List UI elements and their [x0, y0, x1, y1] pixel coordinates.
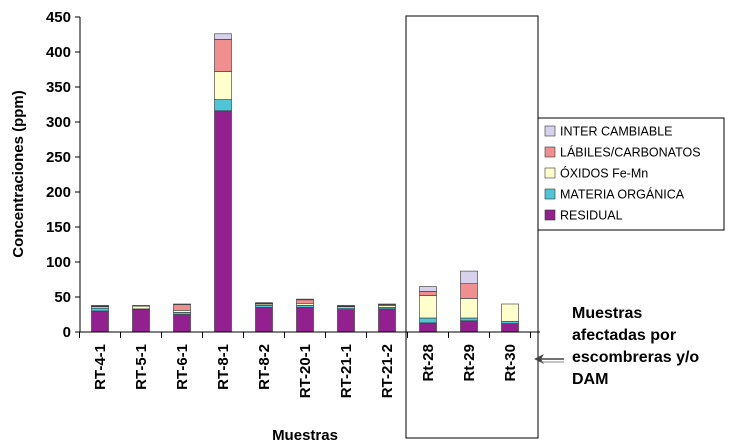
bar-segment-RT-6-1-1 — [174, 312, 191, 314]
y-tick-label: 150 — [46, 219, 71, 236]
bar-segment-RT-8-1-1 — [215, 100, 232, 111]
bar-segment-RT-8-2-1 — [256, 305, 273, 307]
bar-segment-RT-8-2-4 — [256, 303, 273, 304]
bar-segment-RT-8-1-3 — [215, 39, 232, 71]
bar-segment-Rt-28-4 — [420, 287, 437, 292]
y-tick-label: 200 — [46, 184, 71, 201]
bar-segment-RT-6-1-4 — [174, 304, 191, 305]
x-tick-label: RT-8-1 — [215, 344, 232, 390]
bar-segment-Rt-30-1 — [502, 322, 519, 324]
bar-segment-RT-20-1-2 — [297, 303, 314, 305]
bar-segment-RT-8-2-0 — [256, 308, 273, 333]
bar-segment-Rt-30-0 — [502, 324, 519, 332]
bar-segment-RT-21-2-4 — [379, 304, 396, 305]
x-tick-label: RT-21-2 — [379, 344, 396, 398]
bar-segment-Rt-29-3 — [461, 284, 478, 299]
bar-segment-RT-6-1-0 — [174, 315, 191, 333]
x-tick-label: RT-4-1 — [92, 344, 109, 390]
annotation-line: DAM — [572, 371, 608, 388]
bar-segment-RT-8-1-2 — [215, 72, 232, 100]
x-axis-title: Muestras — [272, 427, 338, 444]
bar-segment-RT-8-1-0 — [215, 111, 232, 332]
bar-segment-RT-4-1-0 — [92, 311, 109, 332]
bars — [92, 34, 519, 332]
bar-segment-RT-21-1-4 — [338, 305, 355, 306]
bar-segment-RT-20-1-4 — [297, 299, 314, 300]
bar-segment-Rt-29-4 — [461, 271, 478, 284]
bar-segment-Rt-29-1 — [461, 318, 478, 321]
legend-swatch — [545, 189, 555, 199]
bar-segment-Rt-30-2 — [502, 304, 519, 322]
bar-segment-RT-4-1-4 — [92, 305, 109, 306]
bar-segment-Rt-29-0 — [461, 321, 478, 332]
bar-segment-Rt-28-2 — [420, 296, 437, 318]
bar-segment-RT-21-1-0 — [338, 310, 355, 332]
annotation-line: Muestras — [572, 305, 642, 322]
y-tick-label: 300 — [46, 114, 71, 131]
y-axis: 0 50 100 150 200 250 300 350 400 450 — [46, 9, 80, 341]
legend-swatch — [545, 210, 555, 220]
bar-segment-Rt-28-3 — [420, 291, 437, 295]
legend: INTER CAMBIABLE LÁBILES/CARBONATOS ÓXIDOS … — [538, 118, 724, 230]
bar-segment-RT-20-1-0 — [297, 308, 314, 333]
bar-segment-Rt-28-0 — [420, 323, 437, 332]
bar-segment-Rt-28-1 — [420, 318, 437, 323]
x-tick-label: RT-20-1 — [297, 344, 314, 398]
annotation: Muestras afectadas por escombreras y/o DAM — [572, 305, 699, 388]
legend-label: MATERIA ORGÁNICA — [560, 187, 685, 202]
legend-label: ÓXIDOS Fe-Mn — [560, 166, 648, 181]
bar-segment-RT-6-1-3 — [174, 305, 191, 311]
y-tick-label: 250 — [46, 149, 71, 166]
x-tick-label: Rt-30 — [502, 344, 519, 382]
bar-segment-RT-5-1-0 — [133, 310, 150, 332]
bar-segment-RT-5-1-4 — [133, 305, 150, 306]
bar-segment-RT-8-1-4 — [215, 34, 232, 40]
y-tick-label: 0 — [63, 324, 71, 341]
legend-label: LÁBILES/CARBONATOS — [560, 145, 701, 160]
legend-swatch — [545, 126, 555, 136]
legend-label: INTER CAMBIABLE — [560, 125, 673, 139]
y-tick-label: 350 — [46, 79, 71, 96]
bar-segment-Rt-29-2 — [461, 298, 478, 318]
x-axis: RT-4-1 RT-5-1 RT-6-1 RT-8-1 RT-8-2 RT-20-1 RT-… — [80, 332, 541, 398]
y-tick-label: 50 — [54, 289, 71, 306]
bar-segment-RT-21-2-0 — [379, 309, 396, 332]
bar-segment-RT-6-1-2 — [174, 310, 191, 312]
x-tick-label: Rt-28 — [420, 344, 437, 382]
bar-segment-RT-21-2-2 — [379, 305, 396, 307]
annotation-line: afectadas por — [572, 327, 676, 344]
legend-swatch — [545, 147, 555, 157]
y-tick-label: 400 — [46, 44, 71, 61]
bar-segment-RT-4-1-1 — [92, 308, 109, 311]
x-tick-label: RT-5-1 — [133, 344, 150, 390]
annotation-line: escombreras y/o — [572, 349, 699, 366]
x-tick-label: RT-8-2 — [256, 344, 273, 390]
x-tick-label: RT-21-1 — [338, 344, 355, 398]
x-tick-label: RT-6-1 — [174, 344, 191, 390]
legend-label: RESIDUAL — [560, 209, 623, 223]
y-axis-title: Concentraciones (ppm) — [10, 90, 27, 258]
legend-swatch — [545, 168, 555, 178]
x-tick-label: Rt-29 — [461, 344, 478, 382]
bar-segment-RT-20-1-1 — [297, 305, 314, 307]
y-tick-label: 450 — [46, 9, 71, 26]
bar-segment-RT-5-1-2 — [133, 306, 150, 309]
y-tick-label: 100 — [46, 254, 71, 271]
bar-segment-RT-20-1-3 — [297, 300, 314, 304]
